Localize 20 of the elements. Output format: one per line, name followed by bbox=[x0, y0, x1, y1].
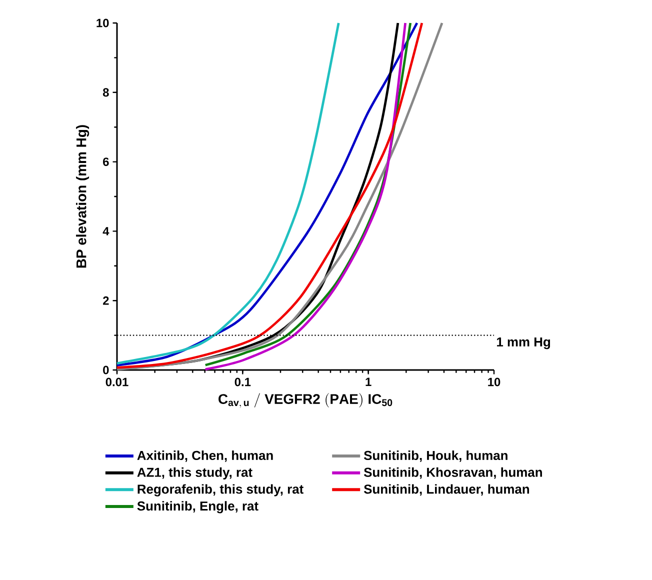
y-axis-title: BP elevation (mm Hg) bbox=[76, 125, 90, 268]
x-tick-label: 0.01 bbox=[106, 378, 128, 386]
legend-label: Sunitinib, Houk, human bbox=[364, 450, 508, 462]
x-tick-label: 10 bbox=[488, 378, 500, 386]
x-axis-title: $\mathbf{C_{av,\,u}\ /\ VEGFR2\ (PAE)\ IC_{50}}$ bbox=[218, 393, 392, 408]
y-tick-label: 10 bbox=[96, 18, 109, 28]
legend-label: AZ1, this study, rat bbox=[137, 467, 252, 480]
ref-line-label: 1 mm Hg bbox=[497, 337, 550, 350]
x-tick-label: 0.1 bbox=[234, 378, 251, 386]
x-tick-label: 1 bbox=[366, 378, 372, 386]
legend-label: Sunitinib, Lindauer, human bbox=[364, 484, 530, 496]
legend-label: Sunitinib, Engle, rat bbox=[137, 501, 258, 514]
y-tick-label: 4 bbox=[102, 227, 110, 236]
legend-label: Regorafenib, this study, rat bbox=[138, 484, 304, 496]
legend-label: Sunitinib, Khosravan, human bbox=[364, 467, 542, 479]
y-tick-label: 6 bbox=[103, 158, 109, 166]
y-tick-label: 0 bbox=[103, 366, 109, 374]
y-tick-label: 2 bbox=[103, 296, 109, 305]
y-tick-label: 8 bbox=[102, 88, 109, 97]
legend-label: Axitinib, Chen, human bbox=[137, 450, 273, 462]
